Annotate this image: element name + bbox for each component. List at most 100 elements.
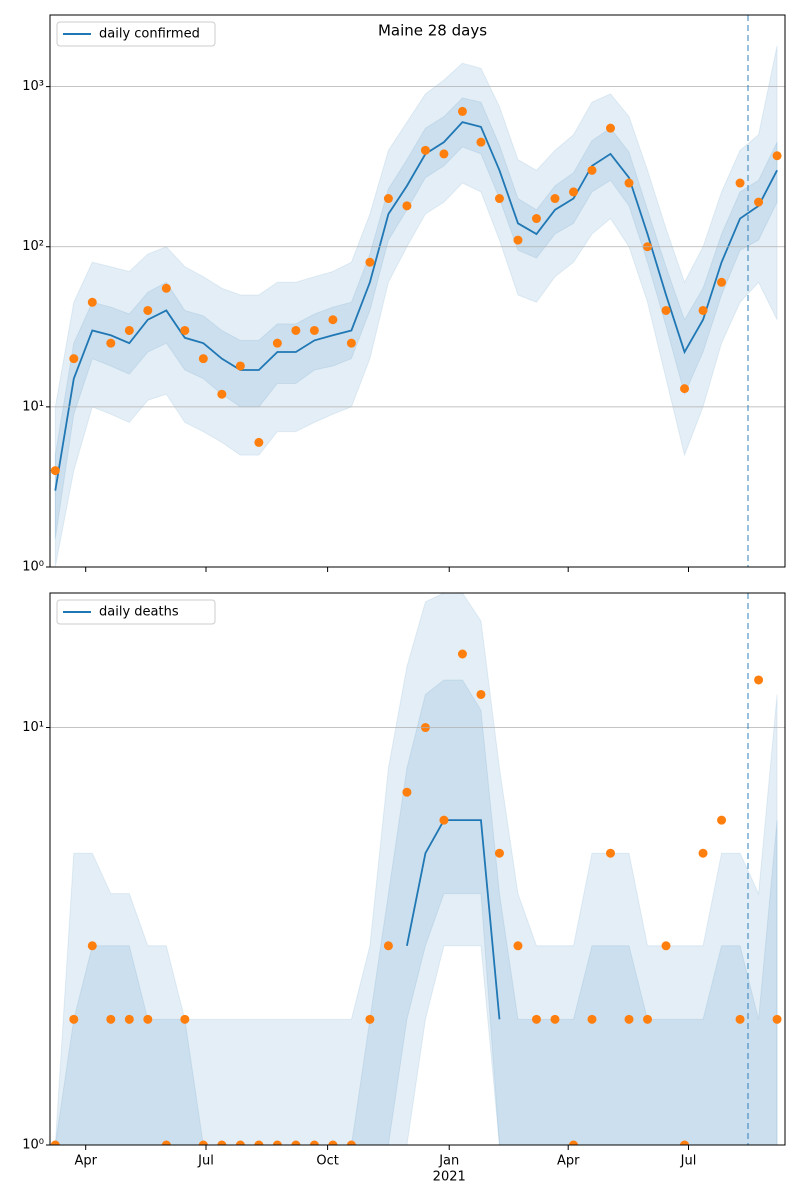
- y-tick-label: 10⁰: [22, 560, 44, 575]
- point: [69, 354, 79, 364]
- point: [717, 815, 727, 825]
- band: [54, 97, 778, 539]
- point: [69, 1014, 79, 1024]
- legend-box: [56, 599, 216, 625]
- plot-area: [50, 593, 782, 1145]
- legend: daily confirmed: [56, 21, 216, 47]
- point: [550, 1014, 560, 1024]
- y-tick-label: 10⁰: [22, 1138, 44, 1153]
- point: [680, 384, 690, 394]
- point: [476, 137, 486, 147]
- point: [291, 325, 301, 335]
- point: [328, 315, 338, 325]
- point: [772, 151, 782, 161]
- y-tick-label: 10¹: [22, 399, 44, 414]
- point: [457, 649, 467, 659]
- point: [717, 277, 727, 287]
- band: [54, 593, 778, 1145]
- axes-frame: [49, 14, 786, 568]
- x-tick-label: Jan: [438, 1154, 459, 1169]
- point: [328, 1140, 338, 1145]
- point: [161, 283, 171, 293]
- point: [624, 1014, 634, 1024]
- point: [365, 1014, 375, 1024]
- point: [143, 305, 153, 315]
- axes-frame: [49, 592, 786, 1146]
- point: [698, 305, 708, 315]
- point: [365, 257, 375, 267]
- point: [272, 338, 282, 348]
- x-year-label: 2021: [433, 1170, 466, 1185]
- point: [309, 325, 319, 335]
- point: [106, 338, 116, 348]
- point: [346, 1140, 356, 1145]
- point: [124, 325, 134, 335]
- point: [531, 214, 541, 224]
- point: [550, 194, 560, 204]
- band: [54, 45, 778, 567]
- point: [624, 178, 634, 188]
- point: [531, 1014, 541, 1024]
- point: [680, 1140, 690, 1145]
- point: [50, 1140, 60, 1145]
- point: [217, 1140, 227, 1145]
- x-tick-label: Oct: [316, 1154, 338, 1169]
- x-tick-label: Apr: [74, 1154, 97, 1169]
- point: [661, 305, 671, 315]
- point: [180, 325, 190, 335]
- point: [494, 194, 504, 204]
- point: [513, 235, 523, 245]
- point: [217, 389, 227, 399]
- point: [254, 437, 264, 447]
- plot-area: [50, 45, 782, 567]
- point: [309, 1140, 319, 1145]
- point: [439, 815, 449, 825]
- y-tick-label: 10¹: [22, 720, 44, 735]
- point: [198, 1140, 208, 1145]
- point: [402, 201, 412, 211]
- point: [606, 123, 616, 133]
- point: [606, 848, 616, 858]
- point: [383, 941, 393, 951]
- point: [698, 848, 708, 858]
- point: [735, 178, 745, 188]
- point: [106, 1014, 116, 1024]
- point: [87, 941, 97, 951]
- line: [54, 121, 778, 491]
- y-tick-label: 10²: [22, 239, 44, 254]
- point: [476, 689, 486, 699]
- point: [198, 354, 208, 364]
- point: [754, 197, 764, 207]
- y-tick-label: 10³: [22, 79, 44, 94]
- point: [661, 941, 671, 951]
- point: [50, 466, 60, 476]
- point: [291, 1140, 301, 1145]
- point: [161, 1140, 171, 1145]
- point: [87, 297, 97, 307]
- point: [383, 194, 393, 204]
- point: [772, 1014, 782, 1024]
- point: [254, 1140, 264, 1145]
- legend-box: [56, 21, 216, 47]
- point: [568, 1140, 578, 1145]
- point: [643, 1014, 653, 1024]
- point: [346, 338, 356, 348]
- point: [235, 1140, 245, 1145]
- point: [235, 361, 245, 371]
- point: [735, 1014, 745, 1024]
- point: [754, 675, 764, 685]
- legend: daily deaths: [56, 599, 216, 625]
- point: [420, 145, 430, 155]
- chart-title: Maine 28 days: [378, 22, 487, 40]
- point: [143, 1014, 153, 1024]
- x-tick-label: Jul: [680, 1154, 697, 1169]
- point: [568, 187, 578, 197]
- point: [439, 149, 449, 159]
- point: [494, 848, 504, 858]
- x-tick-label: Jul: [197, 1154, 214, 1169]
- point: [402, 787, 412, 797]
- point: [457, 106, 467, 116]
- point: [587, 165, 597, 175]
- legend-label: daily deaths: [99, 605, 179, 620]
